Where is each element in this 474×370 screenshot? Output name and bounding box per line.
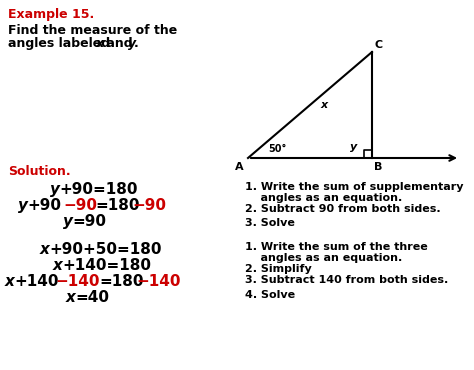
Text: 2. Subtract 90 from both sides.: 2. Subtract 90 from both sides. — [245, 204, 441, 214]
Text: Find the measure of the: Find the measure of the — [8, 24, 177, 37]
Text: =180: =180 — [99, 274, 144, 289]
Text: 1. Write the sum of supplementary: 1. Write the sum of supplementary — [245, 182, 464, 192]
Text: A: A — [236, 162, 244, 172]
Text: .: . — [134, 37, 139, 50]
Text: Solution.: Solution. — [8, 165, 71, 178]
Text: 2. Simplify: 2. Simplify — [245, 264, 312, 274]
Text: B: B — [374, 162, 383, 172]
Text: C: C — [375, 40, 383, 50]
Text: y: y — [63, 214, 73, 229]
Text: y: y — [50, 182, 60, 197]
Text: +90+50=180: +90+50=180 — [49, 242, 162, 257]
Text: angles as an equation.: angles as an equation. — [245, 253, 402, 263]
Text: y: y — [350, 142, 357, 152]
Text: x: x — [40, 242, 50, 257]
Text: 1. Write the sum of the three: 1. Write the sum of the three — [245, 242, 428, 252]
Text: x: x — [96, 37, 104, 50]
Text: −90: −90 — [63, 198, 97, 213]
Text: 4. Solve: 4. Solve — [245, 290, 295, 300]
Text: y: y — [128, 37, 136, 50]
Text: and: and — [102, 37, 137, 50]
Text: x: x — [66, 290, 76, 305]
Text: angles as an equation.: angles as an equation. — [245, 193, 402, 203]
Text: Example 15.: Example 15. — [8, 8, 94, 21]
Text: y: y — [18, 198, 28, 213]
Text: +140=180: +140=180 — [62, 258, 151, 273]
Text: =180: =180 — [95, 198, 139, 213]
Text: +90: +90 — [27, 198, 61, 213]
Text: 3. Solve: 3. Solve — [245, 218, 295, 228]
Text: x: x — [320, 100, 327, 110]
Text: −90: −90 — [132, 198, 166, 213]
Text: =40: =40 — [75, 290, 109, 305]
Text: x: x — [5, 274, 15, 289]
Text: −140: −140 — [136, 274, 181, 289]
Text: +140: +140 — [14, 274, 58, 289]
Text: angles labeled: angles labeled — [8, 37, 115, 50]
Text: =90: =90 — [72, 214, 106, 229]
Text: −140: −140 — [55, 274, 100, 289]
Text: x: x — [53, 258, 63, 273]
Text: 50°: 50° — [268, 144, 286, 154]
Text: 3. Subtract 140 from both sides.: 3. Subtract 140 from both sides. — [245, 275, 448, 285]
Text: +90=180: +90=180 — [59, 182, 137, 197]
